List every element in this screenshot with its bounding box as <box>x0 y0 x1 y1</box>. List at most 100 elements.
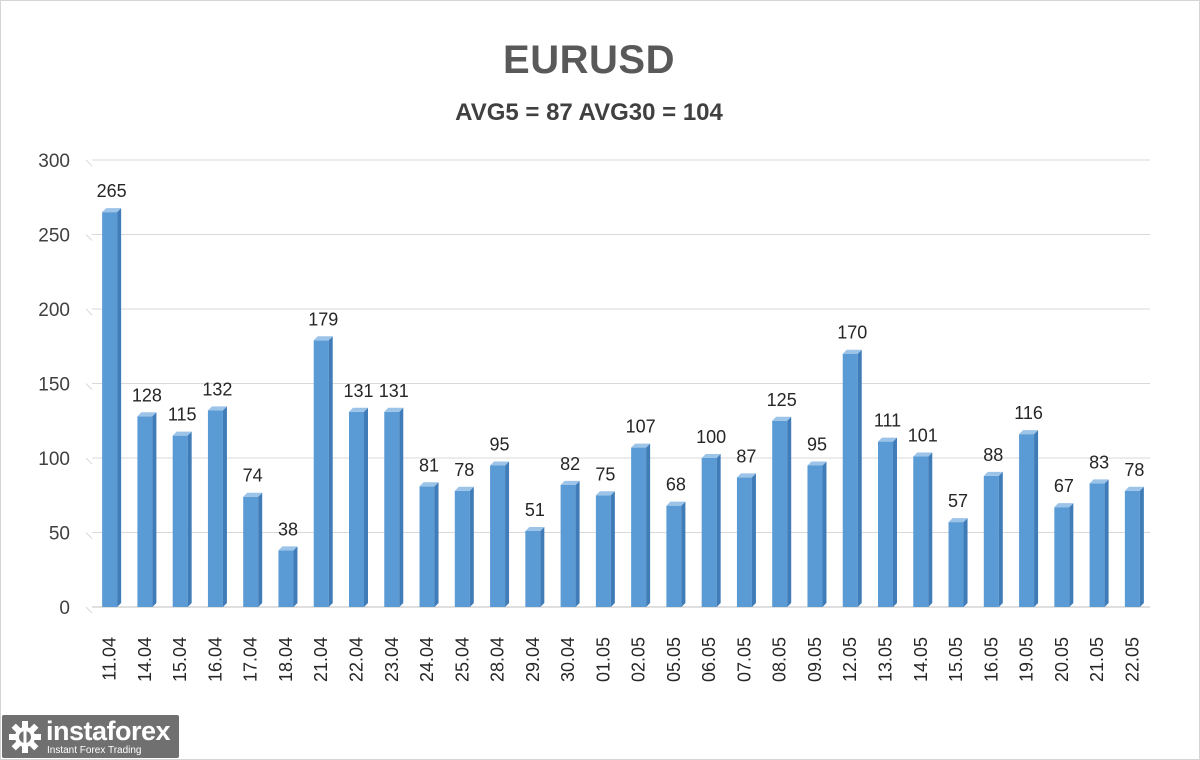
x-tick-label: 13.05 <box>876 637 896 682</box>
bar-side <box>963 518 968 607</box>
bar <box>736 473 756 607</box>
bar-side <box>540 527 545 607</box>
bar-top <box>102 208 122 213</box>
x-tick-label: 08.05 <box>770 637 790 682</box>
bar-top <box>701 454 721 458</box>
bar-top <box>137 412 157 417</box>
bar-side <box>751 473 756 607</box>
bar-top <box>666 501 686 506</box>
bar-side <box>364 407 368 607</box>
bar <box>1054 503 1074 607</box>
bar-front <box>1124 490 1140 607</box>
bar-side <box>646 443 651 607</box>
x-tick-label: 29.04 <box>523 637 543 682</box>
data-label: 83 <box>1089 452 1109 472</box>
y-tick-label: 250 <box>38 226 70 247</box>
bar-top <box>172 431 192 436</box>
y-tick-label: 300 <box>38 151 70 172</box>
watermark-tagline: Instant Forex Trading <box>47 745 142 756</box>
bar-front <box>1089 483 1105 607</box>
data-label: 116 <box>1014 403 1043 423</box>
bar-front <box>842 353 858 607</box>
x-tick-label: 17.04 <box>241 637 261 682</box>
bar-top <box>595 491 615 496</box>
data-label: 51 <box>525 500 545 520</box>
watermark-brand-name: instaforex <box>46 716 171 746</box>
bar <box>349 407 368 607</box>
bar <box>384 407 404 607</box>
bar-top <box>490 461 510 466</box>
gridline-stub <box>85 532 93 539</box>
bar <box>313 336 333 607</box>
bar-side <box>469 486 474 607</box>
bar-side <box>857 349 862 607</box>
bar-top <box>772 416 792 421</box>
bar <box>137 412 157 607</box>
bar-top <box>983 471 1003 476</box>
gridline-stub <box>85 383 93 390</box>
bar-side <box>1139 486 1144 607</box>
bar-front <box>243 496 259 607</box>
bar <box>243 492 263 607</box>
bar-front <box>736 477 752 607</box>
y-tick-label: 150 <box>38 375 70 396</box>
gear-logo-icon <box>9 721 41 753</box>
data-label: 74 <box>243 466 263 486</box>
bar <box>1124 486 1144 607</box>
x-tick-label: 15.04 <box>170 637 190 682</box>
x-tick-label: 16.05 <box>981 637 1001 682</box>
bar-front <box>419 486 435 607</box>
bars <box>102 208 1144 607</box>
bar-front <box>1019 434 1035 607</box>
bar-side <box>681 501 686 607</box>
data-label: 38 <box>278 519 298 539</box>
x-tick-label: 15.05 <box>946 637 966 682</box>
data-label: 131 <box>379 381 409 401</box>
data-label: 111 <box>874 411 901 431</box>
instaforex-watermark: instaforex Instant Forex Trading <box>2 715 179 758</box>
bar-front <box>349 411 364 607</box>
x-tick-label: 06.05 <box>699 637 719 682</box>
x-tick-label: 11.04 <box>100 637 120 681</box>
bar-side <box>434 482 439 607</box>
chart-subtitle: AVG5 = 87 AVG30 = 104 <box>455 99 723 126</box>
bar <box>595 491 615 607</box>
bar <box>172 431 192 607</box>
x-tick-label: 02.05 <box>629 637 649 682</box>
bar-front <box>137 416 153 607</box>
data-label: 128 <box>132 385 162 405</box>
bar <box>772 416 792 607</box>
bar-side <box>505 461 510 607</box>
x-tick-label: 16.04 <box>205 637 225 682</box>
bar-top <box>207 406 227 411</box>
bar-front <box>384 411 400 607</box>
x-tick-label: 01.05 <box>593 637 613 682</box>
bar <box>525 527 545 607</box>
bar-side <box>152 412 157 607</box>
bar-top <box>948 518 968 523</box>
x-tick-label: 19.05 <box>1017 637 1037 682</box>
bar <box>560 480 580 607</box>
data-label: 95 <box>490 434 510 454</box>
data-label: 100 <box>696 427 726 447</box>
bar-side <box>1034 430 1039 607</box>
bar <box>454 486 474 607</box>
gridline-stub <box>85 606 93 614</box>
x-tick-label: 12.05 <box>840 637 860 682</box>
x-tick-label: 09.05 <box>805 637 825 682</box>
x-tick-label: 24.04 <box>417 637 437 682</box>
bar-side <box>258 492 263 607</box>
bar <box>913 452 933 607</box>
bar-top <box>1089 479 1109 484</box>
data-label: 95 <box>807 434 827 454</box>
x-tick-label: 05.05 <box>664 637 684 682</box>
x-tick-label: 30.04 <box>558 637 578 682</box>
bar-top <box>1019 430 1039 435</box>
data-label: 131 <box>343 381 373 401</box>
bar-top <box>243 492 263 497</box>
bar-side <box>399 407 404 607</box>
bar <box>842 349 862 607</box>
bar-front <box>948 522 964 607</box>
